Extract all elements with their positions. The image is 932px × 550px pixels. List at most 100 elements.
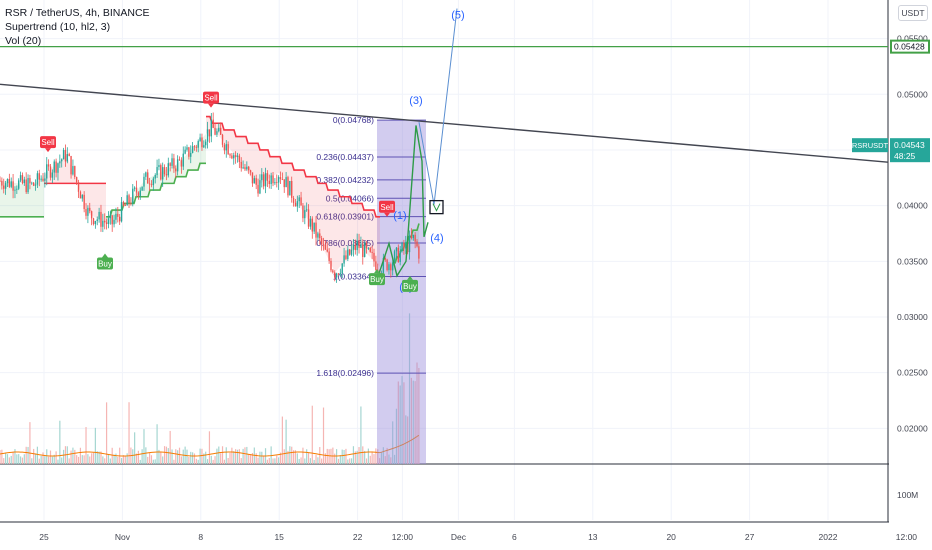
candle-body	[302, 205, 304, 219]
buy-signal-label: Buy	[97, 253, 113, 270]
candle-body	[122, 202, 125, 206]
volume-bar	[343, 449, 345, 464]
volume-bar	[248, 454, 250, 464]
volume-bar	[192, 452, 194, 464]
price-axis-bg	[889, 0, 932, 550]
volume-bar	[199, 448, 201, 464]
candle-body	[89, 207, 91, 212]
volume-legend[interactable]: Vol (20)	[5, 35, 42, 47]
volume-bar	[46, 449, 48, 464]
volume-bar	[203, 453, 205, 464]
volume-bar	[272, 458, 274, 464]
volume-bar	[48, 456, 50, 464]
volume-bar	[371, 451, 373, 464]
volume-bar	[360, 406, 362, 464]
volume-bar	[1, 449, 3, 464]
volume-bar	[143, 429, 145, 464]
signal-badge	[369, 273, 385, 286]
volume-bar	[236, 449, 239, 464]
currency-unit-button[interactable]: USDT	[898, 5, 928, 21]
volume-bar	[98, 451, 100, 464]
candle-body	[16, 188, 18, 190]
volume-bar	[321, 458, 323, 464]
candle-body	[242, 167, 244, 169]
volume-bar	[233, 451, 235, 464]
volume-bar	[145, 447, 147, 464]
candle-body	[285, 177, 287, 188]
time-tick-label: Dec	[451, 532, 467, 542]
volume-bar	[292, 450, 295, 464]
volume-bar	[300, 457, 302, 464]
supertrend-line	[106, 162, 206, 218]
supertrend-legend[interactable]: Supertrend (10, hl2, 3)	[5, 21, 111, 33]
volume-bar	[278, 457, 280, 464]
candle-body	[92, 218, 95, 225]
candle-body	[309, 218, 312, 227]
volume-bar	[341, 449, 343, 464]
volume-bar	[279, 452, 282, 464]
price-tick-label: 0.03500	[897, 256, 928, 266]
candle-body	[416, 241, 418, 247]
volume-bar	[165, 446, 168, 464]
candle-body	[53, 161, 55, 173]
candle-body	[44, 178, 46, 181]
candle-body	[300, 197, 302, 206]
signal-pointer	[407, 275, 413, 280]
candle-body	[160, 165, 162, 180]
candle-body	[253, 178, 256, 184]
drawings-layer[interactable]: (1)(2)(3)(4)(5)	[0, 8, 889, 294]
candle-body	[51, 172, 54, 178]
volume-bar	[373, 454, 375, 464]
candle-body	[147, 172, 149, 184]
candle-body	[313, 222, 315, 232]
candle-body	[150, 184, 153, 186]
supertrend-fill	[206, 116, 380, 272]
volume-bar	[186, 449, 188, 464]
volume-bar	[104, 458, 106, 464]
candle-body	[418, 246, 420, 259]
candle-body	[214, 127, 216, 135]
volume-bar	[193, 453, 196, 464]
volume-bar	[345, 448, 347, 464]
volume-bar	[291, 446, 293, 464]
candle-body	[294, 202, 297, 207]
candle-body	[94, 220, 97, 225]
volume-bar	[16, 454, 18, 464]
candle-body	[386, 259, 388, 271]
buy-signal-label: Buy	[369, 269, 385, 286]
volume-bar	[113, 454, 115, 464]
candle-body	[292, 197, 295, 203]
volume-bar	[365, 458, 368, 464]
volume-bar	[276, 455, 278, 464]
volume-bar	[218, 446, 220, 464]
volume-bar	[214, 456, 216, 464]
candle-body	[4, 183, 7, 189]
volume-bar	[294, 450, 297, 464]
elliott-wave-path	[378, 125, 429, 278]
candle-body	[208, 129, 211, 137]
volume-bar	[188, 456, 190, 464]
candle-body	[90, 211, 93, 219]
candle-body	[365, 243, 368, 249]
volume-bar	[100, 451, 102, 464]
volume-bar	[210, 455, 212, 464]
candle-body	[399, 250, 401, 262]
volume-bar	[330, 448, 332, 464]
candle-body	[326, 249, 328, 252]
candle-body	[264, 173, 267, 187]
candle-body	[19, 175, 22, 181]
volume-bar	[34, 453, 37, 464]
candle-body	[6, 179, 9, 184]
symbol-title[interactable]: RSR / TetherUS, 4h, BINANCE	[5, 7, 150, 19]
volume-bar	[375, 448, 377, 464]
candle-body	[154, 175, 156, 179]
candle-body	[1, 180, 3, 186]
symbol-tag-text: RSRUSDT	[852, 141, 889, 150]
volume-bar	[296, 453, 298, 464]
candle-body	[64, 149, 67, 162]
candle-body	[296, 201, 299, 207]
horizontal-line-price: 0.05428	[894, 42, 925, 52]
candle-body	[77, 182, 80, 192]
